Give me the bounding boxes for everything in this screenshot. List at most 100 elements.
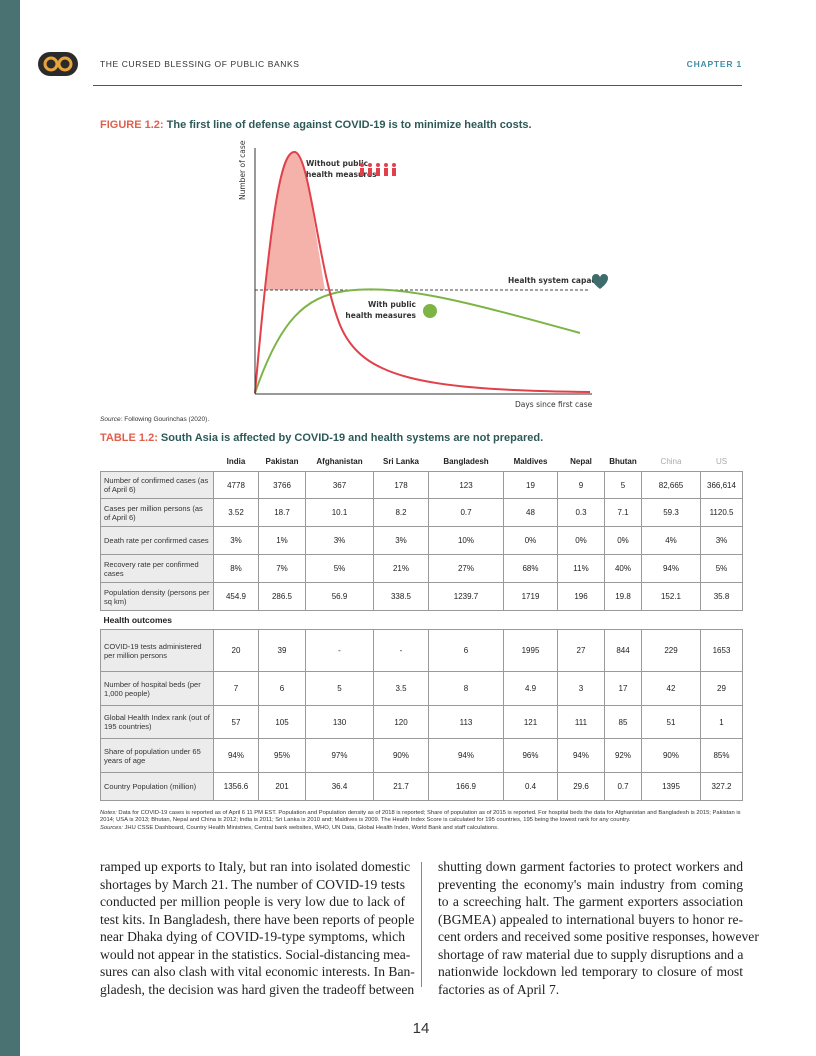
cell: 0% bbox=[604, 526, 642, 555]
cell: 85% bbox=[700, 738, 743, 773]
cell: 0% bbox=[503, 526, 558, 555]
figure-title: FIGURE 1.2: The first line of defense ag… bbox=[100, 119, 532, 131]
cell: 29 bbox=[700, 671, 743, 706]
cell: 48 bbox=[503, 498, 558, 527]
cell: 5% bbox=[305, 554, 374, 583]
body-line: shortage of raw material due to supply d… bbox=[438, 946, 744, 962]
cell: 286.5 bbox=[258, 582, 306, 611]
cell: 56.9 bbox=[305, 582, 374, 611]
body-line: factories as of April 7. bbox=[438, 981, 560, 997]
row-label: Recovery rate per confirmed cases bbox=[100, 554, 214, 583]
row-label: Death rate per confirmed cases bbox=[100, 526, 214, 555]
figure-source: Source: Following Gourinchas (2020). bbox=[100, 416, 209, 423]
cell: 0% bbox=[557, 526, 605, 555]
cell: 111 bbox=[557, 705, 605, 739]
cell: 94% bbox=[213, 738, 259, 773]
cell: 36.4 bbox=[305, 772, 374, 801]
cell: 21.7 bbox=[373, 772, 429, 801]
sources-text: JHU CSSE Dashboard, Country Health Minis… bbox=[124, 824, 499, 831]
cell: 0.7 bbox=[604, 772, 642, 801]
section-label: Health outcomes bbox=[103, 615, 173, 625]
y-axis-label: Number of cases bbox=[238, 140, 247, 200]
cell: 3 bbox=[557, 671, 605, 706]
heart-icon bbox=[592, 274, 608, 289]
row-label: Share of population under 65 years of ag… bbox=[100, 738, 214, 773]
body-line: shutting down garment factories to prote… bbox=[438, 859, 743, 874]
row: Global Health Index rank (out of 195 cou… bbox=[100, 705, 743, 739]
sidebar bbox=[0, 0, 20, 1056]
cell: 327.2 bbox=[700, 772, 743, 801]
row-label: Number of hospital beds (per 1,000 peopl… bbox=[100, 671, 214, 706]
cell: 3.52 bbox=[213, 498, 259, 527]
cell: 59.3 bbox=[641, 498, 701, 527]
cell: 1% bbox=[258, 526, 306, 555]
cell: 1395 bbox=[641, 772, 701, 801]
source-text: Following Gourinchas (2020). bbox=[124, 416, 210, 423]
body-right: shutting down garment factories to prote… bbox=[438, 858, 759, 998]
cell: 5 bbox=[305, 671, 374, 706]
cell: 5 bbox=[604, 471, 642, 499]
figure-title-text: The first line of defense against COVID-… bbox=[166, 119, 532, 131]
cell: 130 bbox=[305, 705, 374, 739]
cell: 6 bbox=[428, 629, 504, 672]
cell: 152.1 bbox=[641, 582, 701, 611]
cell: 123 bbox=[428, 471, 504, 499]
people-icon bbox=[360, 163, 396, 176]
notes: Notes: Data for COVID-19 cases is report… bbox=[100, 810, 742, 825]
cell: 97% bbox=[305, 738, 374, 773]
column-header: India bbox=[226, 456, 246, 466]
row: Cases per million persons (as of April 6… bbox=[100, 498, 743, 527]
cell: 166.9 bbox=[428, 772, 504, 801]
row: Share of population under 65 years of ag… bbox=[100, 738, 743, 773]
table-title: TABLE 1.2: South Asia is affected by COV… bbox=[100, 432, 543, 444]
table-title-text: South Asia is affected by COVID-19 and h… bbox=[160, 432, 544, 444]
row: COVID-19 tests administered per million … bbox=[100, 629, 743, 672]
cell: 1239.7 bbox=[428, 582, 504, 611]
row: Country Population (million) 1356.6 201 36.… bbox=[100, 772, 743, 801]
with-curve bbox=[254, 288, 581, 394]
cell: 5% bbox=[700, 554, 743, 583]
cell: 35.8 bbox=[700, 582, 743, 611]
cell: 8% bbox=[213, 554, 259, 583]
cell: 51 bbox=[641, 705, 701, 739]
cell: 4% bbox=[641, 526, 701, 555]
cell: 4.9 bbox=[503, 671, 558, 706]
cell: 9 bbox=[557, 471, 605, 499]
body-line: shortages by March 21. The number of COV… bbox=[100, 876, 405, 892]
cell: 39 bbox=[258, 629, 306, 672]
cell: 85 bbox=[604, 705, 642, 739]
table-label: TABLE 1.2: bbox=[100, 432, 158, 444]
cell: 4778 bbox=[213, 471, 259, 499]
column-header: US bbox=[715, 456, 728, 466]
sources: Sources: JHU CSSE Dashboard, Country Hea… bbox=[100, 825, 742, 832]
cell: 1120.5 bbox=[700, 498, 743, 527]
cell: 0.3 bbox=[557, 498, 605, 527]
cell: 19 bbox=[503, 471, 558, 499]
cell: 844 bbox=[604, 629, 642, 672]
cell: 92% bbox=[604, 738, 642, 773]
row: Number of confirmed cases (as of April 6… bbox=[100, 471, 743, 499]
cell: 8.2 bbox=[373, 498, 429, 527]
cell: 96% bbox=[503, 738, 558, 773]
body-line: preventing the economy's main industry f… bbox=[438, 876, 743, 892]
column-header: Pakistan bbox=[265, 456, 299, 466]
cell: 19.8 bbox=[604, 582, 642, 611]
cell: 3% bbox=[305, 526, 374, 555]
cell: 18.7 bbox=[258, 498, 306, 527]
source-label: Source: bbox=[100, 416, 123, 423]
cell: 120 bbox=[373, 705, 429, 739]
cell: 201 bbox=[258, 772, 306, 801]
x-axis-label: Days since first case bbox=[515, 400, 593, 409]
cell: 229 bbox=[641, 629, 701, 672]
notes-label: Notes: bbox=[100, 810, 117, 816]
cell: 94% bbox=[557, 738, 605, 773]
row-label: Number of confirmed cases (as of April 6… bbox=[100, 471, 214, 499]
body-line: would not appear in the statistics. Soci… bbox=[100, 946, 411, 962]
cell: 8 bbox=[428, 671, 504, 706]
cell: - bbox=[305, 629, 374, 672]
cell: 1356.6 bbox=[213, 772, 259, 801]
cell: 27% bbox=[428, 554, 504, 583]
cell: 40% bbox=[604, 554, 642, 583]
cell: 1653 bbox=[700, 629, 743, 672]
